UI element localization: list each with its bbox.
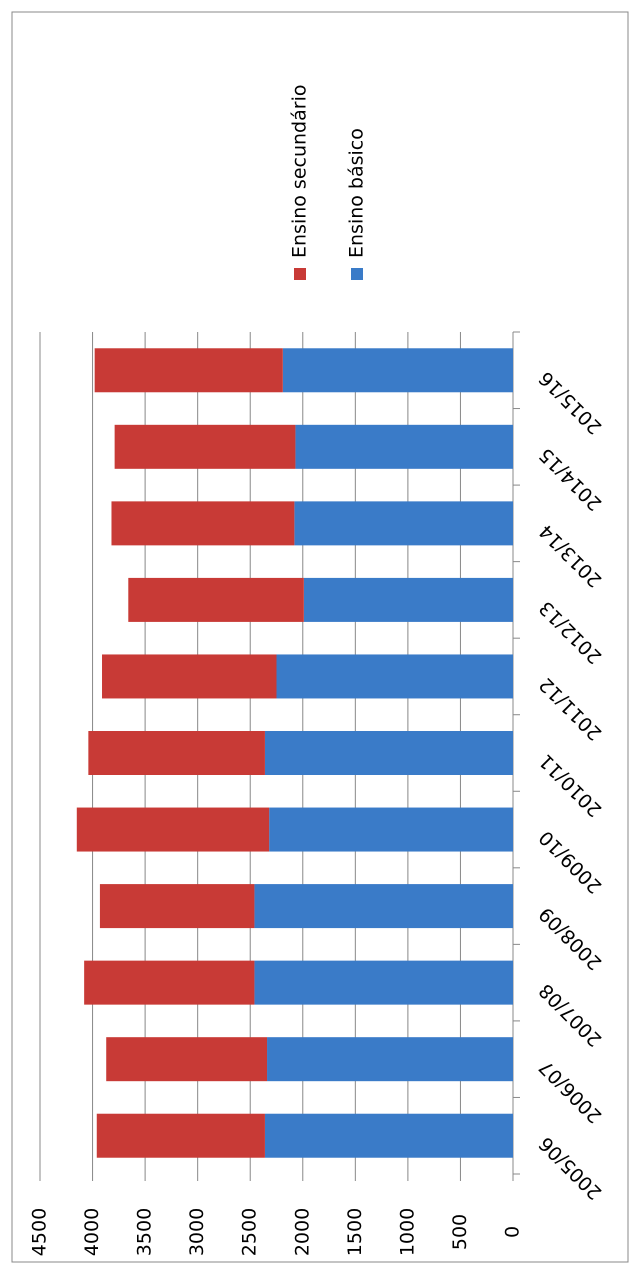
bar-segment — [295, 424, 513, 469]
y-tick-label: 500 — [449, 1214, 471, 1250]
bar-segment — [254, 960, 513, 1005]
legend-marker — [294, 268, 306, 280]
bar-segment — [102, 654, 277, 699]
bar-segment — [276, 654, 513, 699]
y-tick-label: 0 — [502, 1226, 524, 1238]
bar-segment — [303, 577, 513, 622]
bar-segment — [99, 884, 255, 929]
bar-segment — [111, 501, 295, 546]
bar-segment — [294, 501, 513, 546]
bar-segment — [114, 424, 296, 469]
bar-segment — [84, 960, 255, 1005]
y-tick-label: 3500 — [134, 1208, 156, 1256]
bar-segment — [128, 577, 304, 622]
bar-segment — [88, 731, 265, 775]
y-tick-label: 1000 — [396, 1208, 418, 1256]
bar-segment — [254, 884, 513, 929]
y-tick-label: 3000 — [186, 1208, 208, 1256]
y-tick-label: 4500 — [29, 1208, 51, 1256]
y-tick-label: 4000 — [81, 1208, 103, 1256]
legend-label: Ensino básico — [346, 128, 368, 258]
bar-segment — [267, 1037, 513, 1082]
bar-segment — [106, 1037, 268, 1082]
bar-segment — [264, 731, 513, 775]
bar-segment — [76, 807, 270, 852]
y-tick-label: 2500 — [239, 1208, 261, 1256]
legend-marker — [351, 268, 363, 280]
bar-segment — [94, 348, 283, 393]
legend-label: Ensino secundário — [289, 85, 311, 258]
bar-segment — [282, 348, 513, 393]
bar-segment — [96, 1113, 265, 1158]
bar-segment — [264, 1113, 513, 1158]
y-tick-label: 1500 — [344, 1208, 366, 1256]
y-tick-label: 2000 — [291, 1208, 313, 1256]
bar-segment — [269, 807, 513, 852]
